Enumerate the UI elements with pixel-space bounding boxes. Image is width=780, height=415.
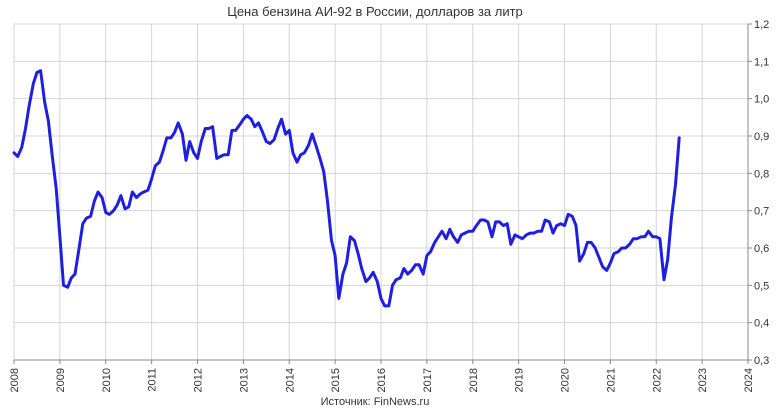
x-tick-label: 2009	[55, 368, 67, 392]
x-tick-label: 2013	[238, 368, 250, 392]
source-note: Источник: FinNews.ru	[321, 396, 430, 408]
gridlines	[13, 23, 749, 361]
y-tick-label: 1,0	[754, 94, 769, 106]
x-tick-label: 2018	[468, 368, 480, 392]
y-tick-label: 0,4	[754, 318, 769, 330]
x-tick-label: 2022	[651, 368, 663, 392]
y-tick-label: 0,7	[754, 206, 769, 218]
series-layer	[12, 69, 681, 308]
x-tick-label: 2017	[422, 368, 434, 392]
x-tick-label: 2011	[147, 368, 159, 392]
x-tick-label: 2024	[743, 368, 755, 392]
y-tick-label: 1,1	[754, 56, 769, 68]
y-axis-tick-labels: 0,3 0,4 0,5 0,6 0,7 0,8 0,9 1,0 1,1 1,2	[754, 19, 769, 367]
x-tick-label: 2015	[330, 368, 342, 392]
x-tick-label: 2010	[101, 368, 113, 392]
x-tick-label: 2021	[605, 368, 617, 392]
x-axis-tick-labels: 2008 2009 2010 2011 2012 2013 2014 2015 2016 2017…	[9, 368, 755, 392]
axes	[13, 23, 752, 364]
y-tick-label: 0,6	[754, 243, 769, 255]
y-tick-label: 0,3	[754, 355, 769, 367]
series-line-price	[12, 69, 681, 308]
x-tick-label: 2016	[376, 368, 388, 392]
y-tick-label: 1,2	[754, 19, 769, 31]
x-tick-label: 2019	[514, 368, 526, 392]
y-tick-label: 0,9	[754, 131, 769, 143]
x-tick-label: 2023	[697, 368, 709, 392]
x-tick-label: 2020	[560, 368, 572, 392]
chart-title: Цена бензина АИ-92 в России, долларов за…	[227, 4, 523, 19]
y-tick-label: 0,5	[754, 280, 769, 292]
x-tick-label: 2012	[193, 368, 205, 392]
x-tick-label: 2008	[9, 368, 21, 392]
x-tick-label: 2014	[284, 368, 296, 392]
y-tick-label: 0,8	[754, 168, 769, 180]
